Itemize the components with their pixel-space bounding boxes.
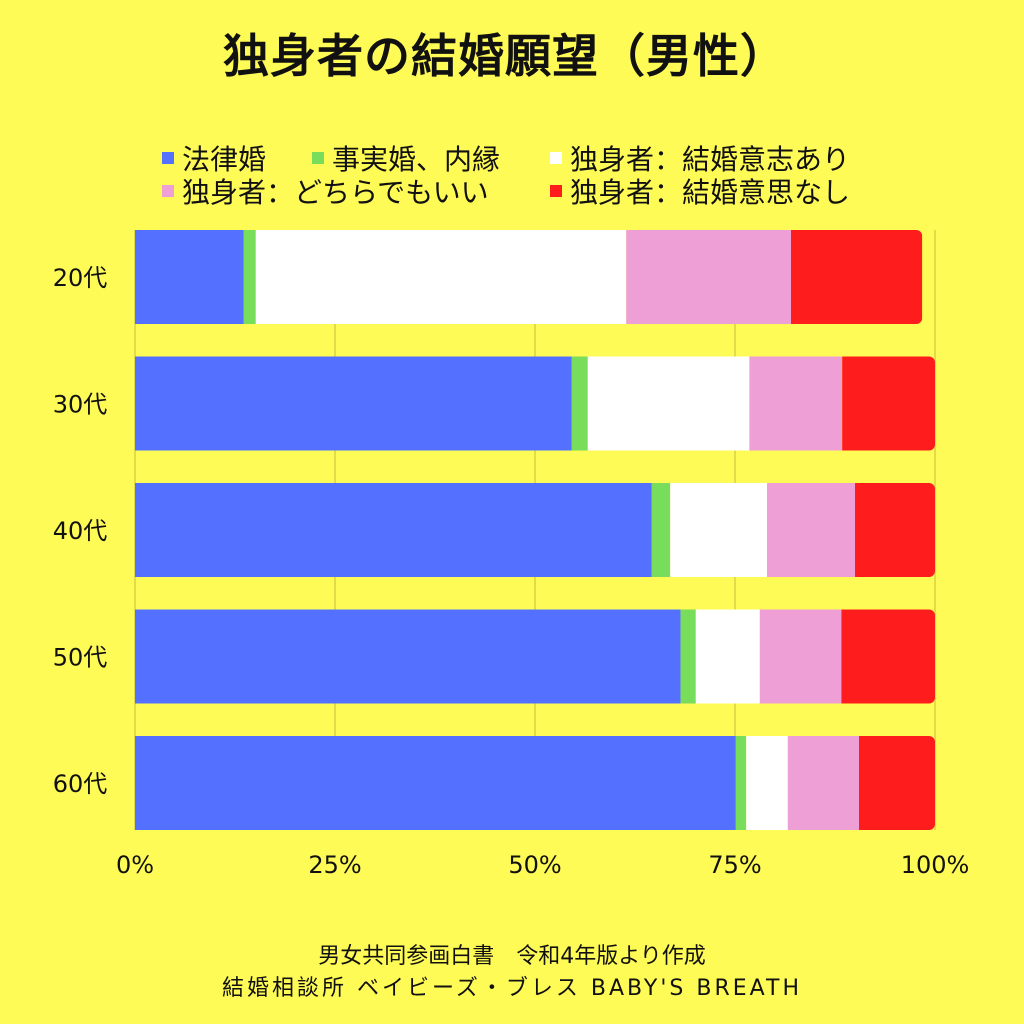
bar-segment-0-0 (135, 230, 244, 324)
bar-segment-0-3 (626, 230, 791, 324)
bar-segment-3-0 (135, 609, 681, 704)
bar-segment-1-3 (749, 356, 843, 451)
footer-source: 男女共同参画白書 令和4年版より作成 (318, 944, 706, 969)
bar-segment-0-2 (255, 230, 627, 324)
bar-segment-4-2 (746, 736, 788, 830)
x-tick-label-1: 25% (308, 851, 361, 879)
bar-segment-2-2 (670, 483, 767, 577)
legend-label-single-no-marriage: 独身者：結婚意思なし (570, 176, 851, 209)
bar-segment-1-2 (587, 356, 750, 451)
legend-swatch-de-facto-marriage (312, 152, 324, 164)
legend-item-single-either: 独身者：どちらでもいい (162, 174, 489, 209)
bar-segment-3-3 (759, 609, 842, 704)
legend-item-de-facto-marriage: 事実婚、内縁 (312, 141, 501, 176)
bar-segment-2-3 (767, 483, 855, 577)
category-label-3: 50代 (53, 644, 108, 672)
bar-row-2 (135, 483, 935, 577)
bar-segment-0-4 (791, 230, 923, 324)
x-tick-label-2: 50% (508, 851, 561, 879)
bar-row-0 (135, 230, 923, 324)
category-label-0: 20代 (53, 264, 108, 292)
bar-row-3 (135, 609, 935, 704)
legend-swatch-legal-marriage (162, 152, 174, 164)
legend-swatch-single-no-marriage (550, 185, 562, 197)
category-label-1: 30代 (53, 391, 108, 419)
bar-segment-4-3 (787, 736, 859, 830)
bar-segment-3-1 (680, 609, 696, 704)
category-label-4: 60代 (53, 770, 108, 798)
bar-segment-3-4 (841, 609, 935, 704)
legend-label-single-wants-marriage: 独身者：結婚意志あり (570, 143, 851, 176)
x-tick-label-0: 0% (116, 851, 154, 879)
footer-credit: 結婚相談所 ベイビーズ・ブレス BABY'S BREATH (222, 976, 802, 1001)
bar-row-4 (135, 736, 935, 830)
bar-segment-1-1 (571, 356, 588, 451)
bar-row-1 (135, 356, 935, 451)
bar-segment-1-4 (842, 356, 935, 451)
legend-item-single-wants-marriage: 独身者：結婚意志あり (550, 141, 851, 176)
legend-swatch-single-either (162, 185, 174, 197)
legend-label-de-facto-marriage: 事実婚、内縁 (332, 143, 501, 176)
legend-item-single-no-marriage: 独身者：結婚意思なし (550, 174, 851, 209)
bars (135, 230, 935, 830)
legend-item-legal-marriage: 法律婚 (162, 141, 267, 176)
bar-segment-4-1 (735, 736, 747, 830)
legend-label-legal-marriage: 法律婚 (182, 143, 267, 176)
x-tick-label-4: 100% (901, 851, 970, 879)
bar-segment-4-0 (135, 736, 736, 830)
legend-swatch-single-wants-marriage (550, 152, 562, 164)
chart-title: 独身者の結婚願望（男性） (223, 29, 787, 83)
bar-segment-4-4 (859, 736, 935, 830)
bar-segment-2-0 (135, 483, 652, 577)
bar-segment-2-1 (651, 483, 671, 577)
bar-segment-3-2 (695, 609, 760, 704)
bar-segment-0-1 (243, 230, 256, 324)
bar-segment-2-4 (855, 483, 935, 577)
category-label-2: 40代 (53, 517, 108, 545)
legend-label-single-either: 独身者：どちらでもいい (182, 176, 489, 209)
bar-segment-1-0 (135, 356, 572, 451)
x-tick-label-3: 75% (708, 851, 761, 879)
